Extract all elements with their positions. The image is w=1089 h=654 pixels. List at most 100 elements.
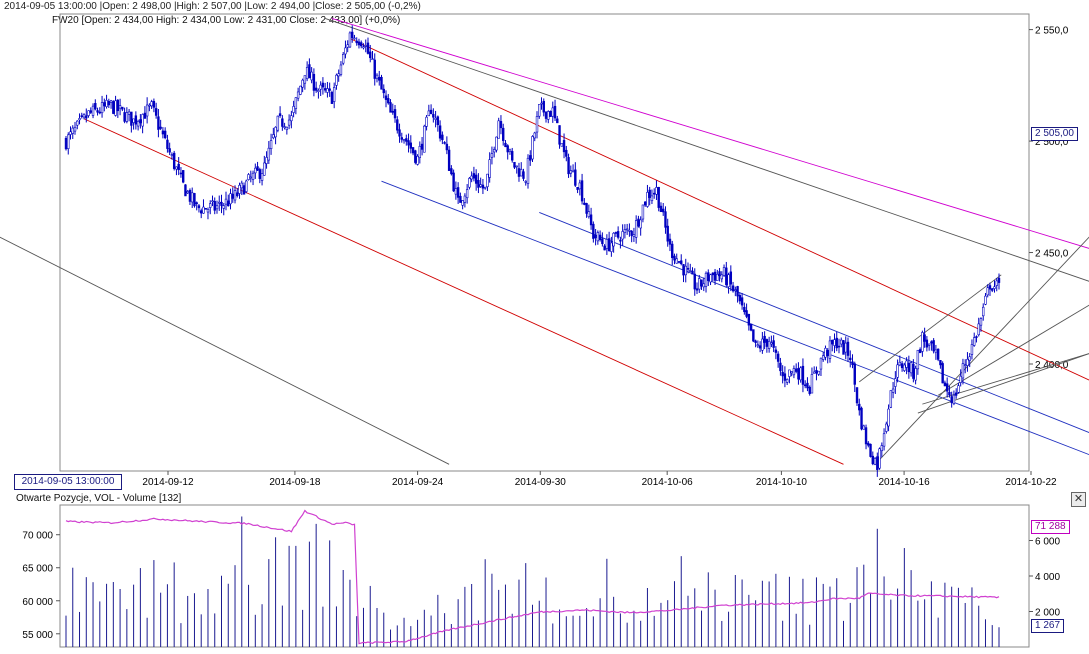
candle-body: [389, 102, 392, 113]
candle-body: [625, 228, 629, 231]
candle-body: [657, 186, 660, 208]
candle-body: [348, 32, 352, 48]
candle-body: [939, 360, 942, 366]
candle-body: [815, 370, 818, 374]
candle-body: [452, 172, 455, 192]
candle-body: [114, 100, 117, 116]
candle-body: [134, 115, 138, 125]
candle-body: [574, 169, 577, 186]
candle-body: [508, 149, 512, 152]
candle-body: [576, 186, 579, 190]
candle-body: [666, 225, 669, 242]
candle-body: [517, 168, 521, 177]
candle-body: [384, 95, 388, 100]
candle-body: [441, 134, 444, 141]
candle-body: [227, 200, 230, 207]
candle-body: [716, 273, 719, 281]
pitchfork-left: [876, 236, 1089, 463]
candle-body: [792, 368, 796, 376]
candle-body: [961, 363, 965, 379]
candle-body: [822, 355, 825, 360]
candle-body: [236, 192, 239, 196]
candle-body: [382, 88, 385, 94]
candle-body: [143, 112, 147, 119]
candle-body: [524, 181, 527, 183]
candle-body: [765, 339, 769, 347]
candle-body: [130, 111, 133, 126]
candle-body: [556, 118, 559, 124]
candle-body: [229, 193, 232, 205]
candle-body: [420, 143, 424, 150]
candle-body: [598, 234, 602, 240]
candle-body: [504, 142, 507, 148]
candle-body: [296, 91, 300, 99]
candle-body: [711, 272, 714, 276]
candle-body: [680, 260, 683, 265]
candle-body: [671, 243, 674, 258]
candle-body: [616, 231, 620, 238]
candle-body: [67, 134, 70, 149]
close-panel-button[interactable]: ✕: [1071, 492, 1086, 507]
candle-body: [993, 286, 996, 289]
candle-body: [628, 230, 631, 232]
candle-body: [743, 306, 746, 313]
candle-body: [785, 379, 789, 383]
candle-body: [540, 102, 543, 105]
candle-body: [351, 31, 354, 39]
candle-body: [945, 383, 949, 392]
candle-body: [533, 132, 536, 139]
candle-body: [891, 388, 895, 393]
candle-body: [587, 211, 591, 217]
blue-channel-upper: [539, 211, 1089, 433]
candle-body: [878, 448, 881, 469]
candle-body: [107, 101, 111, 106]
candle-body: [346, 44, 349, 48]
candle-body: [231, 193, 234, 199]
candle-body: [308, 64, 311, 79]
candle-body: [918, 349, 922, 354]
candle-body: [738, 295, 742, 302]
candle-body: [984, 295, 987, 305]
candle-body: [914, 368, 917, 381]
candle-body: [952, 394, 956, 405]
candle-body: [950, 396, 953, 404]
candle-body: [339, 64, 343, 75]
candle-body: [425, 116, 428, 127]
candle-body: [152, 100, 156, 108]
candle-body: [749, 323, 753, 331]
candle-body: [89, 110, 92, 113]
candle-body: [684, 265, 687, 276]
candle-body: [806, 382, 809, 389]
candle-body: [238, 184, 241, 194]
candle-body: [154, 108, 158, 116]
candle-body: [283, 126, 286, 128]
candle-body: [880, 445, 884, 452]
candle-body: [745, 310, 748, 317]
candle-body: [551, 107, 554, 117]
candle-body: [344, 47, 347, 55]
candle-body: [817, 370, 820, 375]
oi-y-tick-label: 55 000: [22, 630, 53, 641]
candle-body: [132, 118, 135, 123]
pitchfork-upper: [859, 274, 1002, 383]
candle-body: [233, 190, 237, 201]
candle-body: [819, 357, 823, 370]
candle-body: [898, 361, 902, 366]
candle-body: [479, 184, 482, 187]
candle-body: [287, 119, 291, 126]
candle-body: [414, 150, 417, 163]
candle-body: [281, 118, 284, 127]
candle-body: [612, 232, 615, 247]
volume-legend: Otwarte Pozycje, VOL - Volume [132]: [16, 493, 182, 504]
candle-body: [603, 245, 606, 251]
candle-body: [463, 195, 467, 203]
candle-body: [835, 337, 838, 349]
candle-body: [632, 234, 636, 237]
candle-body: [454, 188, 458, 195]
candle-body: [447, 149, 451, 171]
candle-body: [181, 170, 185, 183]
candle-body: [542, 100, 545, 113]
candle-body: [963, 364, 967, 367]
candle-body: [691, 270, 694, 275]
